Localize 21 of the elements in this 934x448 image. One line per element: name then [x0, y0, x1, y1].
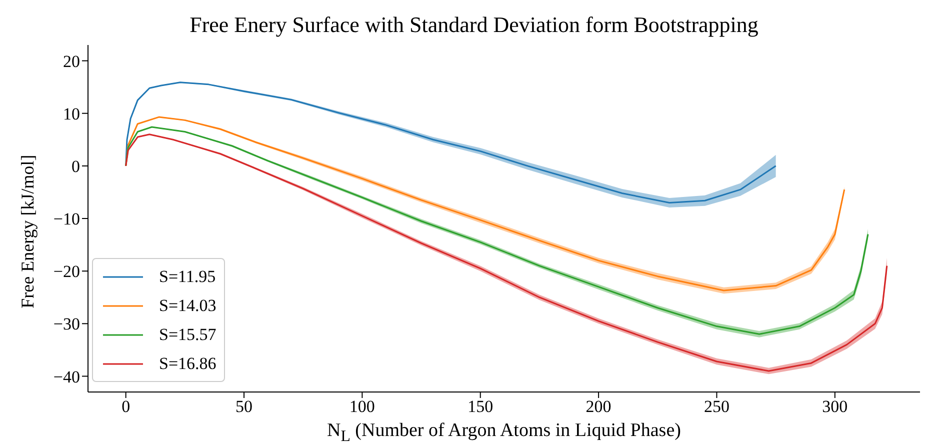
x-tick-label: 50 — [236, 397, 252, 416]
x-tick-label: 250 — [704, 397, 730, 416]
x-tick-label: 100 — [349, 397, 375, 416]
legend-label: S=16.86 — [159, 353, 216, 375]
legend-label: S=11.95 — [159, 266, 216, 288]
y-tick-label: −20 — [53, 262, 80, 282]
y-tick-label: 0 — [72, 156, 80, 176]
chart-title: Free Enery Surface with Standard Deviation form Bootstrapping — [188, 12, 760, 38]
y-tick-label: −10 — [53, 210, 80, 229]
y-tick-label: −40 — [53, 367, 80, 386]
x-tick-label: 200 — [586, 397, 612, 416]
y-tick-label: 20 — [63, 52, 80, 71]
y-tick-label: 10 — [63, 104, 80, 124]
legend-label: S=15.57 — [159, 324, 216, 346]
x-tick-label: 0 — [122, 397, 130, 416]
x-tick-label: 150 — [468, 397, 494, 416]
x-tick-label: 300 — [822, 397, 848, 416]
y-axis-title: Free Energy [kJ/mol] — [18, 153, 38, 310]
legend-label: S=14.03 — [159, 295, 216, 317]
x-axis-title: N$_{L}$ (Number of Argon Atoms in Liquid Phase) — [326, 420, 682, 446]
y-tick-label: −30 — [53, 314, 80, 334]
